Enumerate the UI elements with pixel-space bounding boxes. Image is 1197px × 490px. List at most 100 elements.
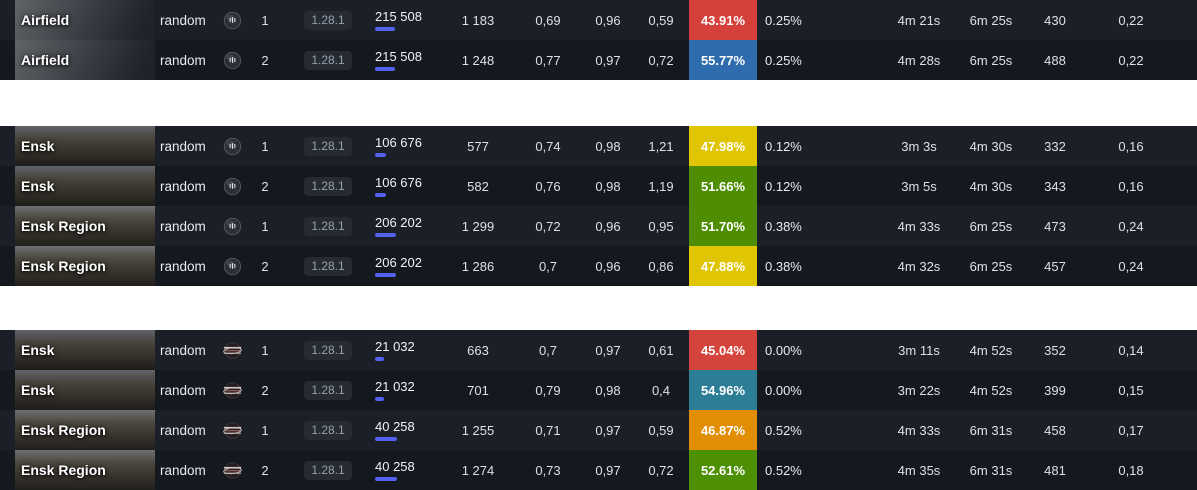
battles-count: 106 676 [375, 174, 422, 190]
stat-number: 430 [1044, 12, 1066, 28]
table-row[interactable]: Ensk random [0, 126, 1197, 166]
avg-battle-time: 4m 35s [897, 462, 941, 478]
icon-cell [217, 0, 247, 40]
map-name: Airfield [21, 12, 70, 28]
dark-orb-icon [223, 217, 241, 235]
table-row[interactable]: Ensk random [0, 370, 1197, 410]
battles-cell: 206 202 [373, 206, 443, 246]
battles-cell: 215 508 [373, 0, 443, 40]
table-row[interactable]: Ensk random [0, 166, 1197, 206]
mode-label: random [160, 178, 206, 194]
stat-ratio: 0,22 [1118, 52, 1144, 68]
battle-mode-icon [222, 381, 242, 400]
map-name: Ensk [21, 138, 55, 154]
stat-number: 399 [1044, 382, 1066, 398]
icon-cell [217, 166, 247, 206]
map-thumbnail: Ensk Region [15, 410, 155, 450]
version-cell: 1.28.1 [283, 450, 373, 490]
battle-mode-icon [223, 257, 242, 276]
stat-number: 458 [1044, 422, 1066, 438]
version-cell: 1.28.1 [283, 126, 373, 166]
battle-mode-icon [223, 137, 242, 156]
avg-damage-value: 582 [467, 178, 489, 194]
mode-label: random [160, 218, 206, 234]
icon-cell [217, 246, 247, 286]
battle-mode-icon [223, 177, 242, 196]
battles-bar [375, 26, 395, 31]
stat-number: 343 [1044, 178, 1066, 194]
map-thumbnail: Airfield [15, 0, 155, 40]
stat-number: 457 [1044, 258, 1066, 274]
map-thumbnail: Airfield [15, 40, 155, 80]
percent-share: 0.00% [765, 382, 802, 398]
dark-orb-icon [223, 137, 241, 155]
map-name: Ensk [21, 342, 55, 358]
table-row[interactable]: Airfield random [0, 0, 1197, 40]
avg-duration: 4m 52s [969, 382, 1013, 398]
map-cell: Ensk [0, 126, 155, 166]
dark-orb-icon [223, 257, 241, 275]
percent-share: 0.52% [765, 462, 802, 478]
table-row[interactable]: Ensk Region random [0, 206, 1197, 246]
map-name: Ensk [21, 382, 55, 398]
battle-mode-icon [223, 217, 242, 236]
avg-battle-time: 4m 32s [897, 258, 941, 274]
icon-cell [217, 370, 247, 410]
battles-cell: 106 676 [373, 166, 443, 206]
map-cell: Ensk Region [0, 450, 155, 490]
stat-value-2: 0,97 [595, 52, 621, 68]
mode-cell: random [155, 0, 217, 40]
dark-orb-icon [223, 51, 241, 69]
version-badge: 1.28.1 [304, 50, 352, 70]
icon-cell [217, 40, 247, 80]
stat-number: 332 [1044, 138, 1066, 154]
map-name: Airfield [21, 52, 70, 68]
avg-battle-time: 3m 11s [898, 342, 940, 358]
battles-cell: 106 676 [373, 126, 443, 166]
battles-count: 40 258 [375, 458, 415, 474]
map-name: Ensk Region [21, 218, 106, 234]
map-thumbnail: Ensk [15, 370, 155, 410]
avg-damage-value: 701 [467, 382, 489, 398]
mode-cell: random [155, 410, 217, 450]
win-rate-cell: 45.04% [689, 330, 757, 370]
stat-ratio: 0,24 [1118, 218, 1144, 234]
map-name: Ensk Region [21, 462, 106, 478]
win-rate-cell: 46.87% [689, 410, 757, 450]
avg-damage-value: 1 274 [461, 462, 495, 478]
stat-ratio: 0,14 [1118, 342, 1144, 358]
battles-count: 206 202 [375, 254, 422, 270]
stat-value-1: 0,7 [538, 342, 558, 358]
stat-value-2: 0,98 [595, 138, 621, 154]
table-row[interactable]: Ensk Region random [0, 410, 1197, 450]
battles-cell: 206 202 [373, 246, 443, 286]
stat-value-1: 0,72 [535, 218, 561, 234]
mode-label: random [160, 382, 206, 398]
battles-bar [375, 476, 397, 481]
mode-cell: random [155, 370, 217, 410]
table-row[interactable]: Ensk Region random [0, 450, 1197, 490]
stat-value-2: 0,96 [595, 258, 621, 274]
battles-count: 206 202 [375, 214, 422, 230]
stat-value-1: 0,73 [535, 462, 561, 478]
stat-value-2: 0,97 [595, 462, 621, 478]
avg-damage-value: 1 299 [461, 218, 495, 234]
table-row[interactable]: Airfield random [0, 40, 1197, 80]
stat-value-2: 0,98 [595, 178, 621, 194]
map-cell: Ensk [0, 330, 155, 370]
version-badge: 1.28.1 [304, 136, 352, 156]
map-cell: Ensk Region [0, 410, 155, 450]
battles-count: 40 258 [375, 418, 415, 434]
percent-share: 0.38% [765, 258, 802, 274]
avg-damage-value: 663 [467, 342, 489, 358]
table-row[interactable]: Ensk Region random [0, 246, 1197, 286]
stat-value-1: 0,71 [535, 422, 561, 438]
stat-ratio: 0,24 [1118, 258, 1144, 274]
map-thumbnail: Ensk Region [15, 246, 155, 286]
stat-value-3: 0,59 [648, 12, 674, 28]
percent-share: 0.12% [765, 138, 802, 154]
mode-label: random [160, 342, 206, 358]
stat-value-1: 0,74 [535, 138, 561, 154]
table-row[interactable]: Ensk random [0, 330, 1197, 370]
